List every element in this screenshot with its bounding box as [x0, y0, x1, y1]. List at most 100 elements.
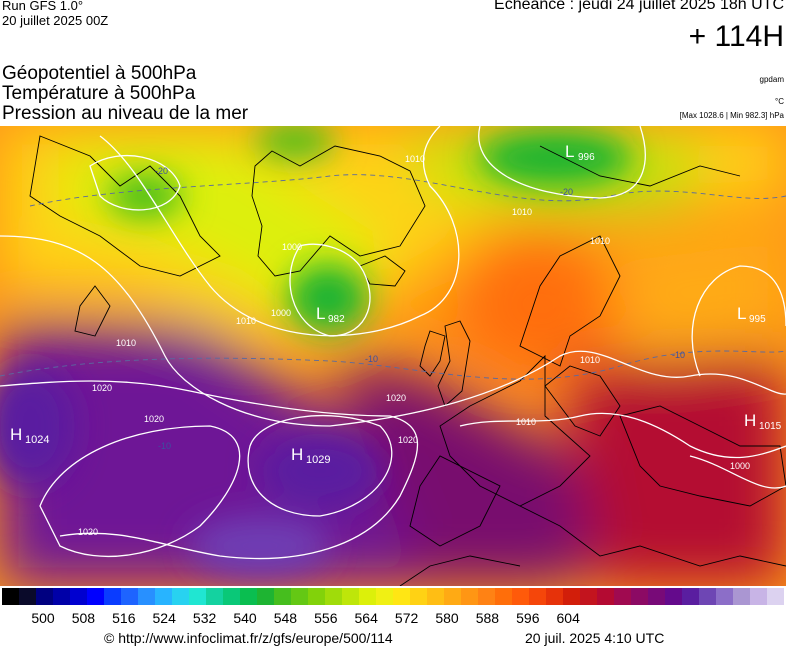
colorbar-swatch	[291, 588, 308, 605]
colorbar-tick-label: 572	[394, 610, 419, 626]
colorbar-swatch	[172, 588, 189, 605]
colorbar-swatch	[461, 588, 478, 605]
unit-pressure-range: [Max 1028.6 | Min 982.3] hPa	[679, 111, 784, 120]
colorbar-tick-label: 604	[556, 610, 580, 626]
colorbar-swatch	[2, 588, 19, 605]
colorbar-swatch	[104, 588, 121, 605]
isobar-label: 1010	[580, 355, 600, 365]
colorbar-swatch	[427, 588, 444, 605]
isobars	[0, 126, 786, 560]
colorbar-swatch	[410, 588, 427, 605]
colorbar-tick-label: 580	[435, 610, 459, 626]
high-center-azores-value: 1029	[306, 454, 330, 466]
colorbar-swatch	[138, 588, 155, 605]
isotherm-label: -10	[672, 350, 685, 360]
geopotential-colorbar	[2, 588, 784, 605]
colorbar-swatch	[240, 588, 257, 605]
colorbar-swatch	[478, 588, 495, 605]
coastlines	[29, 135, 786, 586]
colorbar-swatch	[359, 588, 376, 605]
colorbar-swatch	[155, 588, 172, 605]
colorbar-swatch	[648, 588, 665, 605]
isotherm-label: -10	[158, 441, 171, 451]
forecast-lead-time: + 114H	[688, 20, 784, 53]
colorbar-tick-label: 532	[192, 610, 217, 626]
isotherm-label: -20	[155, 166, 168, 176]
run-model-label: Run GFS 1.0°	[2, 0, 84, 13]
generation-time: 20 juil. 2025 4:10 UTC	[525, 630, 665, 646]
colorbar-swatch	[189, 588, 206, 605]
colorbar-swatch	[70, 588, 87, 605]
colorbar-swatch	[716, 588, 733, 605]
colorbar-swatch	[495, 588, 512, 605]
colorbar-tick-label: 524	[152, 610, 176, 626]
colorbar-swatch	[19, 588, 36, 605]
colorbar-swatch	[121, 588, 138, 605]
unit-geopotential: gpdam	[759, 75, 784, 84]
map-labels: L 996 L 982 L 995 H 1024 H 1029 H 1015 1…	[10, 142, 782, 537]
colorbar-tick-label: 516	[112, 610, 136, 626]
isobar-label: 1010	[236, 316, 256, 326]
isotherm-label: -20	[560, 187, 573, 197]
colorbar-swatch	[206, 588, 223, 605]
colorbar-swatch	[325, 588, 342, 605]
high-center-east-value: 1015	[759, 421, 782, 432]
colorbar-swatch	[308, 588, 325, 605]
colorbar-swatch	[274, 588, 291, 605]
isobar-label: 1020	[398, 435, 418, 445]
isobar-label: 1010	[516, 417, 536, 427]
colorbar-swatch	[597, 588, 614, 605]
colorbar-swatch	[53, 588, 70, 605]
isobar-label: 1020	[386, 393, 406, 403]
isobar-label: 1000	[271, 308, 291, 318]
isobar-label: 1010	[590, 236, 610, 246]
colorbar-tick-label: 556	[314, 610, 338, 626]
low-center-atlantic-value: 982	[328, 314, 345, 325]
colorbar-swatch	[699, 588, 716, 605]
colorbar-swatch	[767, 588, 784, 605]
low-center-atlantic: L	[316, 304, 325, 323]
low-center-north-value: 996	[578, 152, 595, 163]
colorbar-tick-label: 508	[71, 610, 96, 626]
isobar-label: 1010	[116, 338, 136, 348]
colorbar-tick-label: 596	[516, 610, 540, 626]
colorbar-swatch	[36, 588, 53, 605]
colorbar-swatch	[682, 588, 699, 605]
run-date-label: 20 juillet 2025 00Z	[2, 13, 109, 28]
colorbar-tick-label: 500	[31, 610, 55, 626]
colorbar-swatch	[614, 588, 631, 605]
high-center-west: H	[10, 425, 22, 444]
high-center-east: H	[744, 411, 756, 430]
colorbar-tick-label: 548	[273, 610, 298, 626]
colorbar-tick-label: 564	[354, 610, 378, 626]
colorbar-swatch	[257, 588, 274, 605]
isobar-label: 1010	[512, 207, 532, 217]
colorbar-swatch	[529, 588, 546, 605]
colorbar-tick-label: 588	[475, 610, 500, 626]
colorbar-swatch	[733, 588, 750, 605]
low-center-east-value: 995	[749, 314, 766, 325]
forecast-valid-time: Echéance : jeudi 24 juillet 2025 18h UTC	[494, 0, 784, 13]
colorbar-swatch	[223, 588, 240, 605]
colorbar-swatch	[393, 588, 410, 605]
isobar-label: 1000	[282, 242, 302, 252]
unit-temperature: °C	[775, 97, 784, 106]
low-center-north: L	[565, 142, 574, 161]
isobar-label: 1020	[144, 414, 164, 424]
high-center-azores: H	[291, 445, 303, 464]
isotherm-label: -10	[365, 354, 378, 364]
colorbar-swatch	[750, 588, 767, 605]
isobar-label: 1020	[78, 527, 98, 537]
layer-pressure-title: Pression au niveau de la mer	[2, 103, 249, 124]
low-center-east: L	[737, 304, 746, 323]
colorbar-swatch	[546, 588, 563, 605]
high-center-west-value: 1024	[25, 434, 49, 446]
weather-map: L 996 L 982 L 995 H 1024 H 1029 H 1015 1…	[0, 126, 786, 586]
colorbar-swatch	[87, 588, 104, 605]
colorbar-swatch	[444, 588, 461, 605]
layer-geopotential-title: Géopotentiel à 500hPa	[2, 63, 197, 84]
source-url[interactable]: © http://www.infoclimat.fr/z/gfs/europe/…	[104, 630, 393, 646]
isobar-label: 1010	[405, 154, 425, 164]
colorbar-tick-label: 540	[233, 610, 257, 626]
isobar-label: 1020	[92, 383, 112, 393]
